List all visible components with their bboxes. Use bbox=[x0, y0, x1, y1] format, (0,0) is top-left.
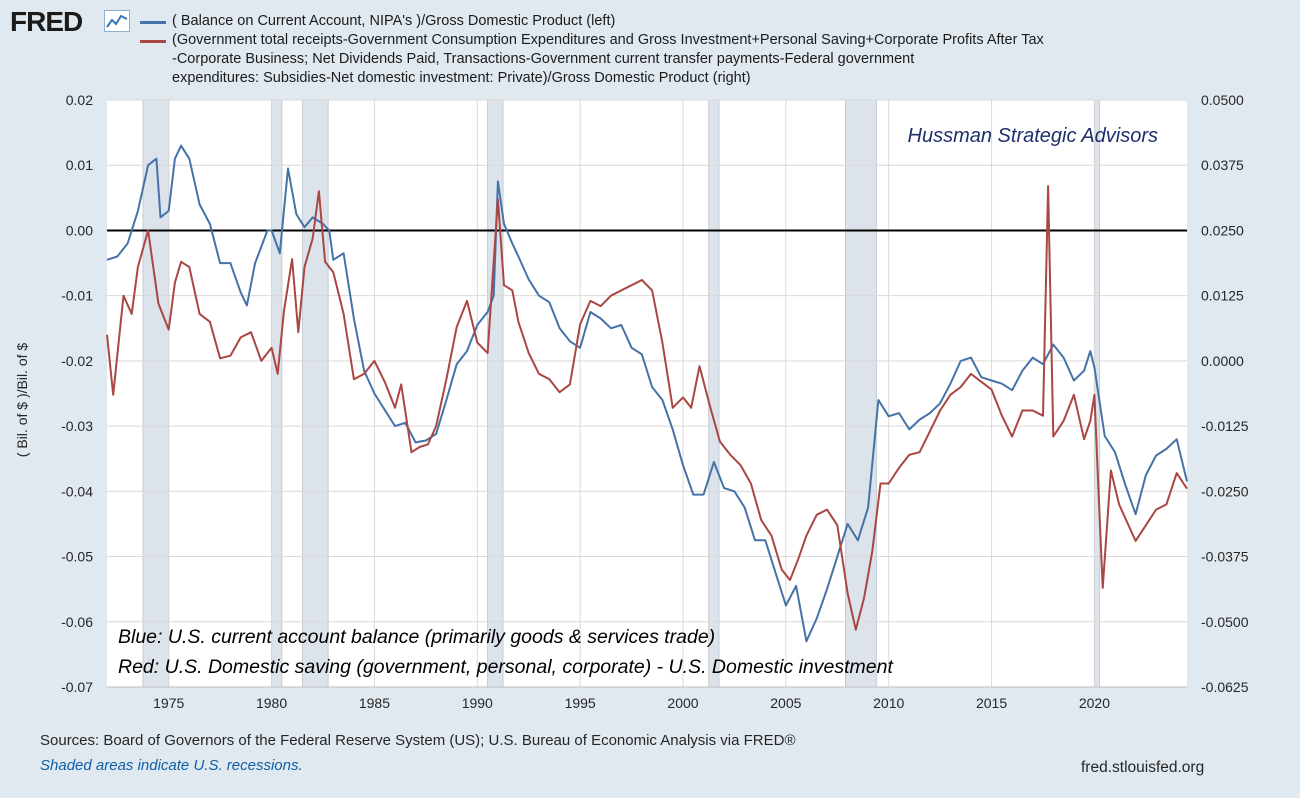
y-left-tick-label: -0.03 bbox=[61, 418, 93, 434]
y-right-tick-label: -0.0500 bbox=[1201, 614, 1249, 630]
x-tick-label: 2005 bbox=[770, 695, 801, 711]
y-left-tick-label: -0.01 bbox=[61, 288, 93, 304]
recession-band bbox=[271, 99, 283, 688]
series-line-current-account[interactable] bbox=[106, 144, 1188, 643]
x-tick-label: 2015 bbox=[976, 695, 1007, 711]
y-left-tick-label: 0.00 bbox=[66, 222, 93, 238]
y-right-tick-label: -0.0250 bbox=[1201, 483, 1249, 499]
y-left-tick-label: 0.02 bbox=[66, 92, 93, 108]
y-right-tick-label: -0.0125 bbox=[1201, 418, 1249, 434]
recession-band bbox=[1093, 99, 1101, 688]
y-right-tick-label: 0.0375 bbox=[1201, 157, 1244, 173]
legend-label-current-account: ( Balance on Current Account, NIPA's )/G… bbox=[172, 13, 616, 29]
fred-logo[interactable]: FRED bbox=[10, 6, 83, 37]
x-tick-label: 2010 bbox=[873, 695, 904, 711]
y-left-tick-label: -0.04 bbox=[61, 483, 93, 499]
x-tick-label: 1990 bbox=[462, 695, 493, 711]
y-left-tick-label: -0.05 bbox=[61, 549, 93, 565]
y-left-tick-label: -0.06 bbox=[61, 614, 93, 630]
series-line-domestic-saving[interactable] bbox=[106, 185, 1188, 631]
recessions-note: Shaded areas indicate U.S. recessions. bbox=[40, 757, 303, 774]
x-tick-label: 2020 bbox=[1079, 695, 1110, 711]
y-right-tick-label: 0.0000 bbox=[1201, 353, 1244, 369]
plot-area bbox=[107, 100, 1187, 687]
legend-entry-domestic-saving[interactable]: (Government total receipts-Government Co… bbox=[140, 31, 1044, 88]
x-tick-label: 1985 bbox=[359, 695, 390, 711]
y-right-tick-label: -0.0625 bbox=[1201, 679, 1249, 695]
annotation-red-note: Red: U.S. Domestic saving (government, p… bbox=[118, 656, 894, 678]
sources-text: Sources: Board of Governors of the Feder… bbox=[40, 732, 796, 749]
legend-swatch-blue bbox=[140, 21, 166, 24]
annotation-blue-note: Blue: U.S. current account balance (prim… bbox=[118, 626, 715, 648]
y-right-tick-label: 0.0250 bbox=[1201, 222, 1244, 238]
recession-band bbox=[708, 99, 720, 688]
x-tick-label: 1995 bbox=[565, 695, 596, 711]
recession-band bbox=[142, 99, 170, 688]
recession-band bbox=[845, 99, 877, 688]
x-tick-label: 2000 bbox=[667, 695, 698, 711]
x-tick-label: 1980 bbox=[256, 695, 287, 711]
line-chart-icon bbox=[104, 10, 130, 32]
y-right-tick-label: 0.0125 bbox=[1201, 288, 1244, 304]
y-axis-label: ( Bil. of $ )/Bil. of $ bbox=[14, 342, 30, 458]
y-left-tick-label: 0.01 bbox=[66, 157, 93, 173]
y-left-tick-label: -0.02 bbox=[61, 353, 93, 369]
watermark-text: Hussman Strategic Advisors bbox=[908, 125, 1158, 147]
y-left-tick-label: -0.07 bbox=[61, 679, 93, 695]
legend-label-domestic-saving: (Government total receipts-Government Co… bbox=[172, 32, 1044, 86]
recession-band bbox=[487, 99, 504, 688]
fred-url-link[interactable]: fred.stlouisfed.org bbox=[1081, 759, 1205, 776]
y-right-tick-label: -0.0375 bbox=[1201, 549, 1249, 565]
y-right-tick-label: 0.0500 bbox=[1201, 92, 1244, 108]
x-tick-label: 1975 bbox=[153, 695, 184, 711]
legend-swatch-red bbox=[140, 40, 166, 43]
recession-band bbox=[301, 99, 329, 688]
chart-legend: ( Balance on Current Account, NIPA's )/G… bbox=[140, 12, 1044, 88]
legend-entry-current-account[interactable]: ( Balance on Current Account, NIPA's )/G… bbox=[140, 12, 1044, 31]
